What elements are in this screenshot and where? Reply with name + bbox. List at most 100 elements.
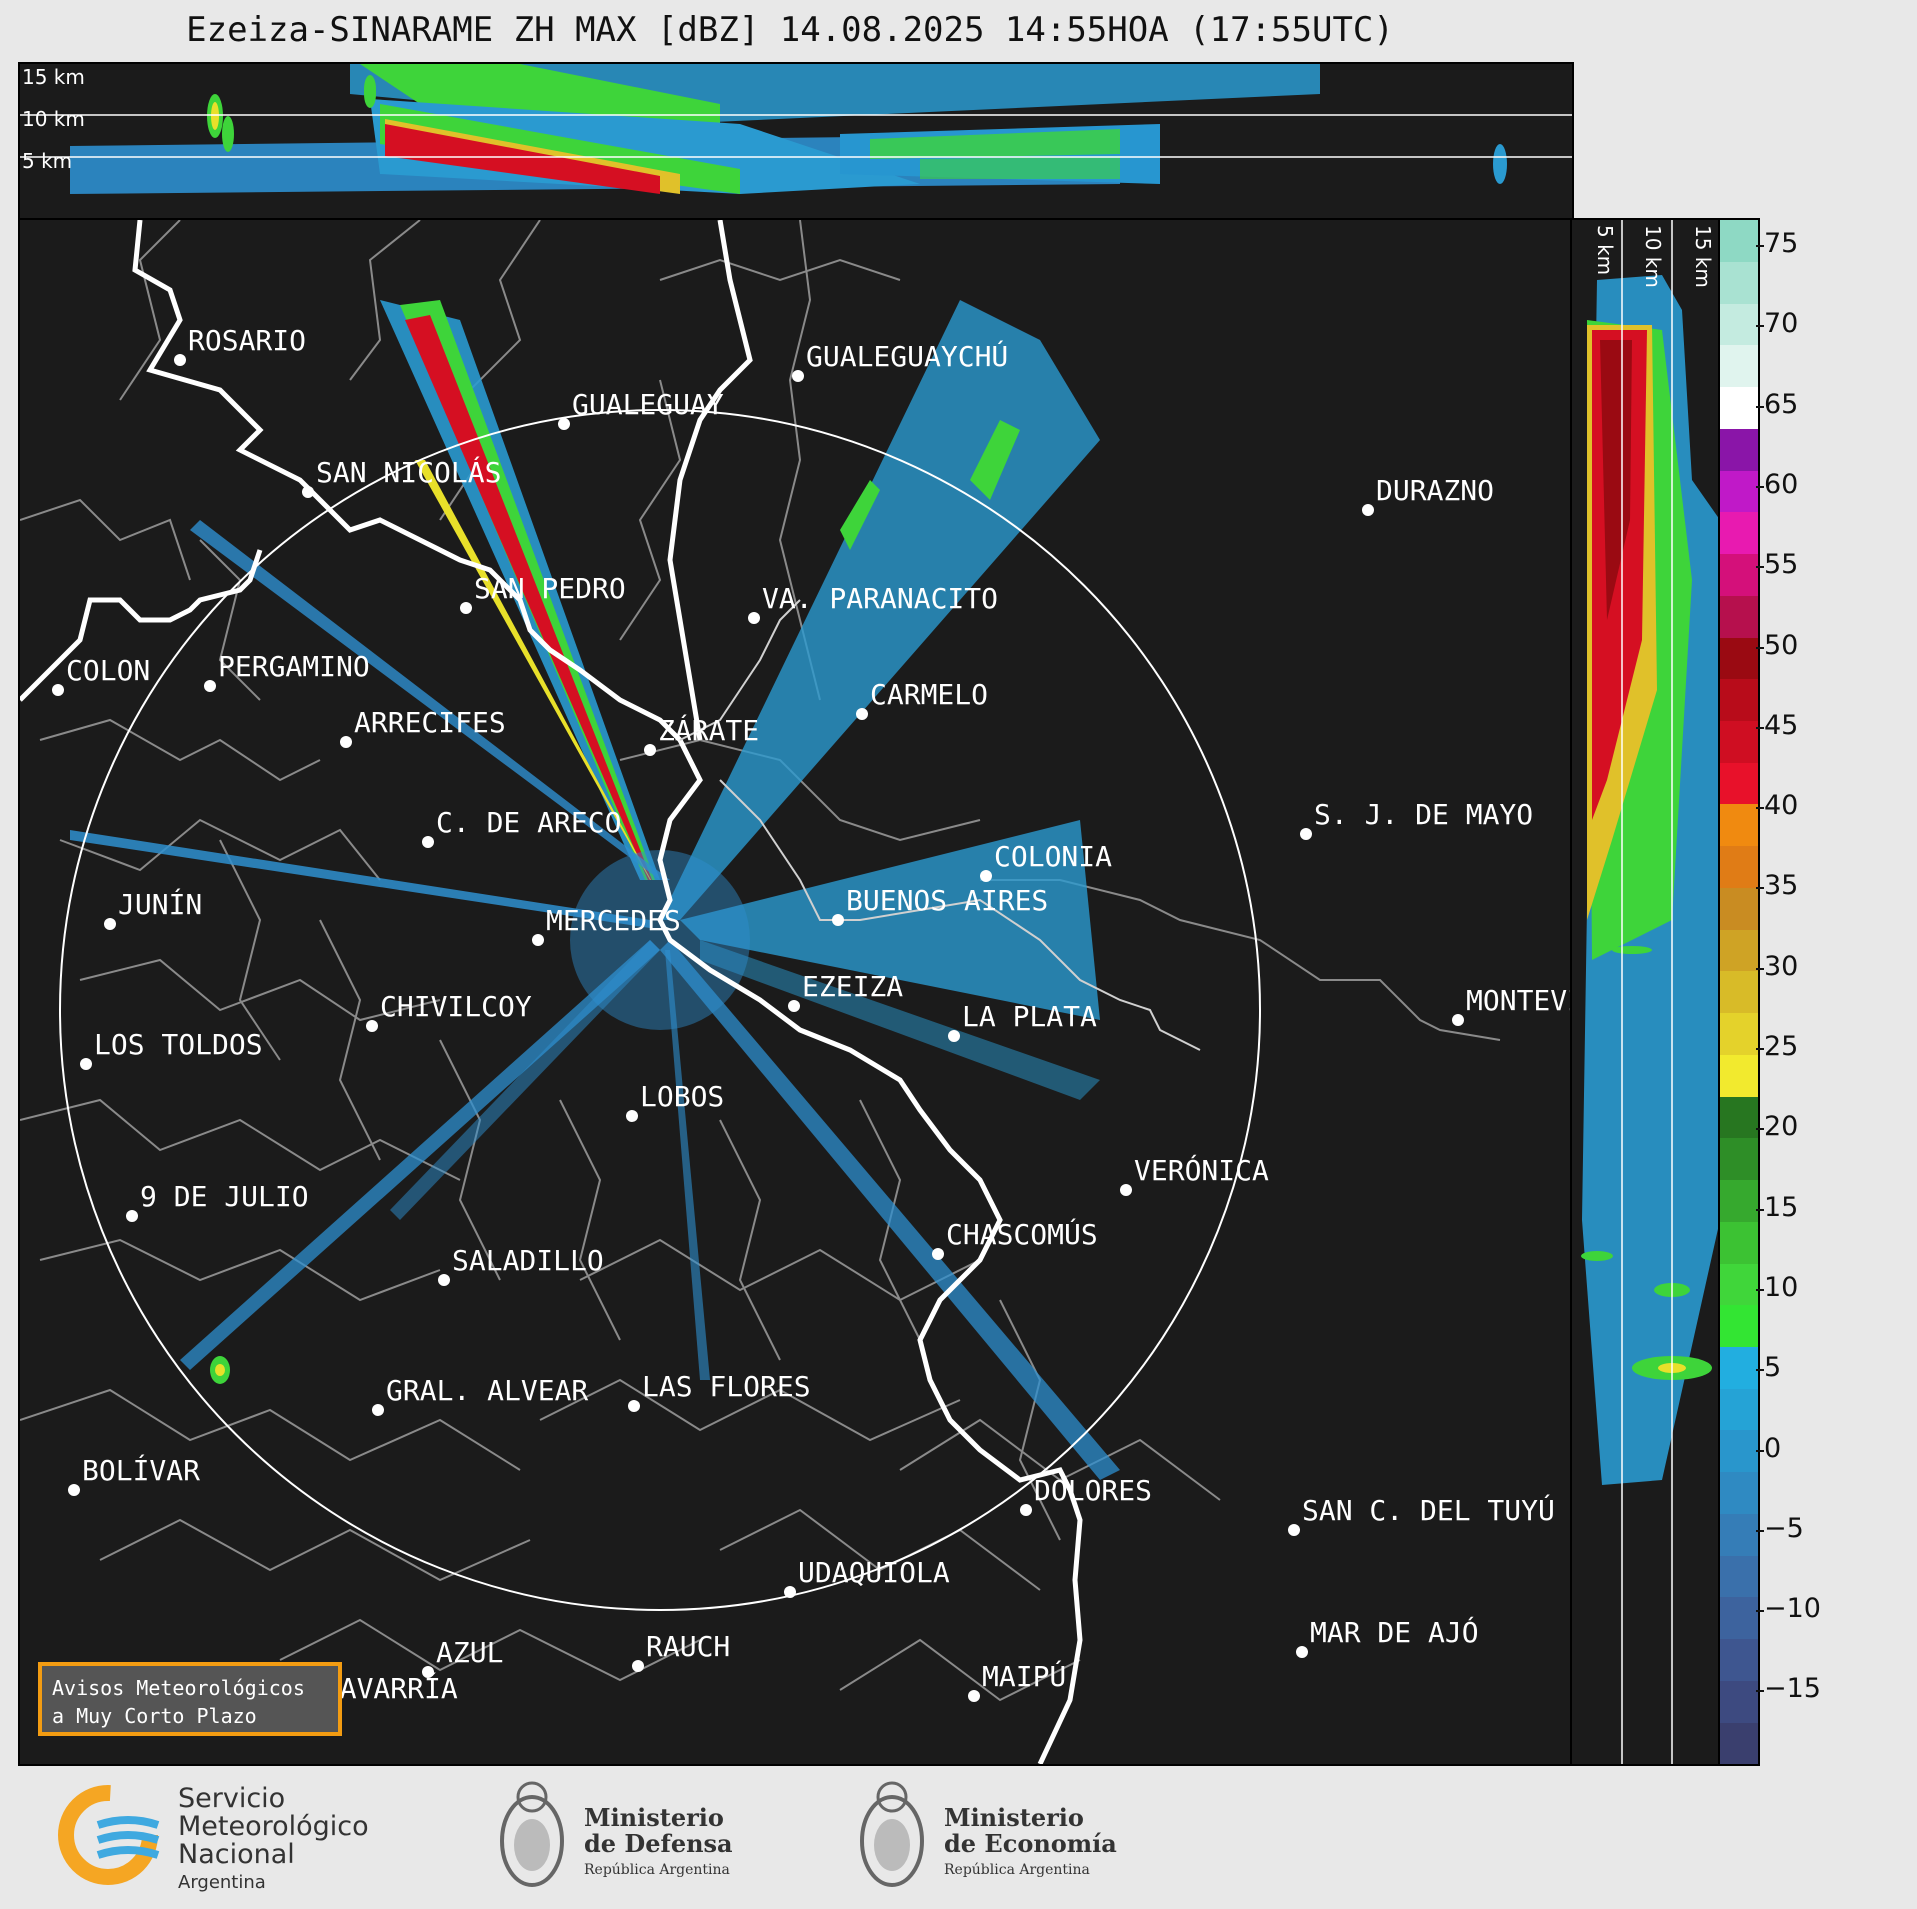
svg-text:S. J. DE MAYO: S. J. DE MAYO xyxy=(1314,798,1533,831)
city-gualeguay: GUALEGUAY xyxy=(558,388,724,430)
colorbar-tickmark xyxy=(1756,245,1764,247)
smn-logo-text: Servicio Meteorológico Nacional Argentin… xyxy=(178,1785,369,1897)
colorbar-tickmark xyxy=(1756,646,1764,649)
colorbar-segment xyxy=(1720,679,1758,722)
colorbar-segment xyxy=(1720,637,1758,680)
city-bolivar: BOLÍVAR xyxy=(68,1453,200,1496)
colorbar-tick-label: 10 xyxy=(1764,1271,1799,1303)
colorbar-segment xyxy=(1720,428,1758,471)
colorbar-segment xyxy=(1720,1138,1758,1181)
colorbar-tick-label: −10 xyxy=(1764,1593,1821,1625)
colorbar xyxy=(1718,218,1760,1766)
city-ezeiza: EZEIZA xyxy=(788,970,903,1012)
svg-text:AZUL: AZUL xyxy=(436,1636,503,1669)
colorbar-tickmark xyxy=(1756,807,1764,810)
side-alt-label-15km: 15 km xyxy=(1691,225,1715,288)
colorbar-segment xyxy=(1720,720,1758,763)
colorbar-tickmark xyxy=(1756,967,1764,970)
colorbar-segment xyxy=(1720,261,1758,304)
side-alt-label-5km: 5 km xyxy=(1593,225,1617,275)
city-colonia: COLONIA xyxy=(980,840,1112,882)
colorbar-tickmark xyxy=(1756,1208,1764,1211)
colorbar-segment xyxy=(1720,512,1758,555)
colorbar-segment xyxy=(1720,345,1758,388)
colorbar-segment xyxy=(1720,1430,1758,1473)
colorbar-tickmark xyxy=(1756,1529,1764,1532)
colorbar-segment xyxy=(1720,929,1758,972)
svg-text:LOBOS: LOBOS xyxy=(640,1080,724,1113)
city-gualeguaychu: GUALEGUAYCHÚ xyxy=(792,339,1008,382)
defensa-line3: República Argentina xyxy=(584,1862,730,1878)
colorbar-tick-label: 70 xyxy=(1764,308,1799,340)
city-rauch: RAUCH xyxy=(632,1630,730,1672)
smn-line1: Servicio xyxy=(178,1783,286,1814)
svg-text:GUALEGUAYCHÚ: GUALEGUAYCHÚ xyxy=(806,339,1008,373)
city-azul: AZUL xyxy=(422,1636,503,1678)
svg-text:MONTEVIDEO: MONTEVIDEO xyxy=(1466,984,1572,1017)
city-mar-de-ajo: MAR DE AJÓ xyxy=(1296,1615,1479,1658)
side-cross-section-svg: 5 km 10 km 15 km xyxy=(1581,220,1720,1764)
colorbar-segment xyxy=(1720,1304,1758,1347)
city-las-flores: LAS FLORES xyxy=(628,1370,811,1412)
colorbar-tickmark xyxy=(1756,325,1764,328)
colorbar-segment xyxy=(1720,1597,1758,1640)
smn-logo-icon xyxy=(58,1785,160,1885)
colorbar-segment xyxy=(1720,470,1758,513)
colorbar-segment xyxy=(1720,1555,1758,1598)
economia-line3: República Argentina xyxy=(944,1862,1090,1878)
city-colon: COLON xyxy=(52,654,150,696)
defensa-line1: Ministerio xyxy=(584,1803,724,1832)
radar-map-svg xyxy=(20,220,1501,1764)
colorbar-tick-label: 40 xyxy=(1764,790,1799,822)
county-borders xyxy=(20,220,1501,1702)
smn-line3: Nacional xyxy=(178,1839,295,1870)
colorbar-tick-label: 65 xyxy=(1764,388,1799,420)
colorbar-segment xyxy=(1720,303,1758,346)
svg-text:MERCEDES: MERCEDES xyxy=(546,904,681,937)
svg-text:LOS TOLDOS: LOS TOLDOS xyxy=(94,1028,263,1061)
colorbar-segment xyxy=(1720,1221,1758,1264)
aviso-line2: a Muy Corto Plazo xyxy=(52,1704,257,1728)
aviso-box: Avisos Meteorológicos a Muy Corto Plazo xyxy=(38,1662,342,1736)
colorbar-tick-label: 30 xyxy=(1764,950,1799,982)
city-montevideo: MONTEVIDEO xyxy=(1452,984,1572,1026)
colorbar-tickmark xyxy=(1756,1288,1764,1291)
city-carmelo: CARMELO xyxy=(856,678,988,720)
colorbar-segment xyxy=(1720,1513,1758,1556)
range-ring xyxy=(59,409,1261,1611)
colorbar-tickmark xyxy=(1756,1048,1764,1050)
svg-text:LAS FLORES: LAS FLORES xyxy=(642,1370,811,1403)
colorbar-segment xyxy=(1720,1638,1758,1681)
city-chascomus: CHASCOMÚS xyxy=(932,1217,1098,1260)
colorbar-tick-label: −5 xyxy=(1764,1512,1804,1544)
colorbar-tick-label: 0 xyxy=(1764,1432,1782,1464)
colorbar-segment xyxy=(1720,595,1758,638)
city-san-nicolas: SAN NICOLÁS xyxy=(302,455,501,498)
economia-line1: Ministerio xyxy=(944,1803,1084,1832)
city-lobos: LOBOS xyxy=(626,1080,724,1122)
smn-line4: Argentina xyxy=(178,1872,266,1893)
city-veronica: VERÓNICA xyxy=(1120,1153,1269,1196)
colorbar-tick-label: 55 xyxy=(1764,549,1799,581)
svg-text:9 DE JULIO: 9 DE JULIO xyxy=(140,1180,309,1213)
colorbar-segment xyxy=(1720,1722,1758,1765)
colorbar-tick-label: 25 xyxy=(1764,1031,1799,1062)
colorbar-segment xyxy=(1720,1346,1758,1389)
city-va-paranacito: VA. PARANACITO xyxy=(748,582,998,624)
svg-text:MAIPÚ: MAIPÚ xyxy=(982,1659,1066,1693)
colorbar-segment xyxy=(1720,1012,1758,1055)
colorbar-tickmark xyxy=(1756,405,1764,408)
city-zarate: ZÁRATE xyxy=(644,713,759,756)
svg-text:SAN NICOLÁS: SAN NICOLÁS xyxy=(316,455,501,489)
city-udaquiola: UDAQUIOLA xyxy=(784,1556,950,1598)
city-durazno: DURAZNO xyxy=(1362,474,1494,516)
colorbar-segment xyxy=(1720,1096,1758,1139)
colorbar-tickmark xyxy=(1756,485,1764,488)
colorbar-segment xyxy=(1720,1263,1758,1306)
city-buenos-aires: BUENOS AIRES xyxy=(832,884,1048,926)
province-borders xyxy=(20,220,1083,1764)
svg-text:BUENOS AIRES: BUENOS AIRES xyxy=(846,884,1048,917)
economia-seal-icon xyxy=(860,1781,924,1887)
colorbar-segment xyxy=(1720,845,1758,888)
city-chivilcoy: CHIVILCOY xyxy=(366,990,532,1032)
